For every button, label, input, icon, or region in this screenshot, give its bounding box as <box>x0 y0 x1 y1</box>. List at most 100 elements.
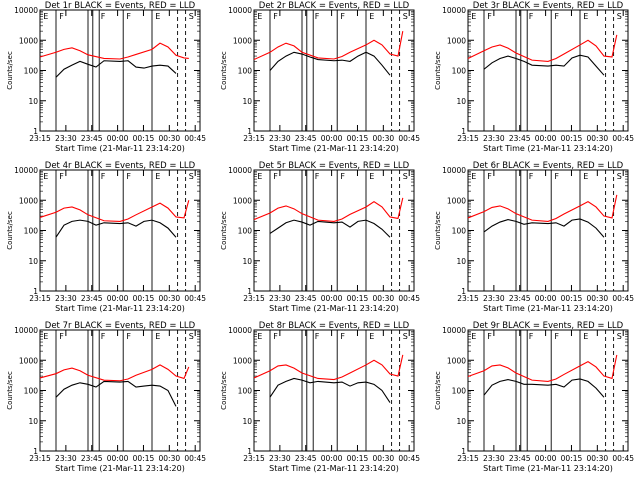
interval-marker: S <box>189 332 194 341</box>
lld-series-line <box>39 42 189 60</box>
x-tick-label: 00:45 <box>398 134 420 143</box>
interval-marker: F <box>101 332 106 341</box>
y-tick-label: 1 <box>461 287 466 296</box>
panel-title: Det 1r BLACK = Events, RED = LLD <box>45 1 196 11</box>
interval-marker: S <box>403 172 408 181</box>
x-tick-label: 00:15 <box>133 454 155 463</box>
x-tick-label: 23:45 <box>509 454 531 463</box>
events-series-line <box>269 51 391 76</box>
y-tick-label: 100 <box>24 67 39 76</box>
x-tick-label: 23:15 <box>29 134 51 143</box>
interval-marker: F <box>487 12 492 21</box>
y-tick-label: 1000 <box>19 356 38 365</box>
events-series-line <box>269 219 391 238</box>
y-axis-label: Counts/sec <box>6 51 14 90</box>
y-tick-label: 10000 <box>228 6 252 15</box>
interval-marker: F <box>529 332 534 341</box>
y-tick-label: 100 <box>24 387 39 396</box>
lld-series-line <box>253 197 404 222</box>
y-tick-label: 10 <box>28 417 38 426</box>
x-tick-label: 23:15 <box>457 454 479 463</box>
y-tick-label: 1000 <box>19 196 38 205</box>
x-tick-label: 00:00 <box>321 134 343 143</box>
x-tick-label: 00:15 <box>347 294 369 303</box>
x-axis-label: Start Time (21-Mar-11 23:14:20) <box>269 304 399 313</box>
interval-marker: F <box>273 12 278 21</box>
y-tick-label: 1000 <box>19 36 38 45</box>
y-tick-label: 1000 <box>233 196 252 205</box>
interval-marker: F <box>529 172 534 181</box>
x-tick-label: 00:30 <box>587 294 609 303</box>
y-tick-label: 10000 <box>442 326 466 335</box>
x-tick-label: 23:15 <box>29 294 51 303</box>
y-tick-label: 10000 <box>228 166 252 175</box>
interval-marker: S <box>189 172 194 181</box>
plot-frame <box>467 169 629 292</box>
interval-marker: F <box>315 332 320 341</box>
chart-panel-7: Det 7r BLACK = Events, RED = LLD 1 10 100 10… <box>6 321 206 473</box>
plot-frame <box>39 169 201 292</box>
panel-title: Det 3r BLACK = Events, RED = LLD <box>473 1 624 11</box>
x-tick-label: 23:45 <box>509 134 531 143</box>
x-tick-label: 00:00 <box>535 294 557 303</box>
x-axis-label: Start Time (21-Mar-11 23:14:20) <box>55 304 185 313</box>
y-tick-label: 100 <box>452 387 467 396</box>
y-axis-label: Counts/sec <box>220 51 228 90</box>
interval-marker: S <box>617 172 622 181</box>
x-tick-label: 23:45 <box>295 134 317 143</box>
x-axis-label: Start Time (21-Mar-11 23:14:20) <box>55 464 185 473</box>
x-tick-label: 00:30 <box>373 294 395 303</box>
panel-title: Det 5r BLACK = Events, RED = LLD <box>259 161 410 171</box>
plot-frame <box>39 329 201 452</box>
y-tick-label: 10 <box>456 417 466 426</box>
y-tick-label: 1000 <box>233 36 252 45</box>
y-tick-label: 10 <box>28 97 38 106</box>
plot-frame <box>467 329 629 452</box>
x-tick-label: 00:00 <box>535 454 557 463</box>
interval-marker: F <box>554 172 559 181</box>
y-tick-label: 1 <box>33 127 38 136</box>
x-tick-label: 00:45 <box>184 134 206 143</box>
interval-marker: E <box>155 12 160 21</box>
interval-marker: F <box>487 172 492 181</box>
interval-marker: S <box>189 12 194 21</box>
y-tick-label: 1 <box>247 447 252 456</box>
lld-series-line <box>467 194 618 222</box>
y-tick-label: 10000 <box>14 166 38 175</box>
y-axis-label: Counts/sec <box>434 211 442 250</box>
interval-marker: E <box>257 12 262 21</box>
interval-marker: F <box>126 332 131 341</box>
chart-panel-8: Det 8r BLACK = Events, RED = LLD 1 10 100 10… <box>220 321 420 473</box>
x-tick-label: 23:45 <box>81 454 103 463</box>
interval-marker: E <box>583 332 588 341</box>
x-tick-label: 23:45 <box>295 454 317 463</box>
y-tick-label: 1 <box>247 287 252 296</box>
x-tick-label: 23:15 <box>243 294 265 303</box>
y-tick-label: 1000 <box>447 196 466 205</box>
interval-marker: F <box>315 12 320 21</box>
y-axis-label: Counts/sec <box>6 371 14 410</box>
interval-marker: E <box>471 172 476 181</box>
y-tick-label: 100 <box>452 67 467 76</box>
interval-marker: S <box>617 332 622 341</box>
y-tick-label: 10000 <box>442 166 466 175</box>
y-axis-label: Counts/sec <box>220 211 228 250</box>
y-tick-label: 100 <box>452 227 467 236</box>
interval-marker: E <box>471 332 476 341</box>
plot-frame <box>39 9 201 132</box>
y-tick-label: 1000 <box>447 356 466 365</box>
x-tick-label: 23:15 <box>457 134 479 143</box>
x-tick-label: 23:30 <box>55 294 77 303</box>
x-tick-label: 00:15 <box>347 134 369 143</box>
interval-marker: F <box>273 332 278 341</box>
interval-marker: F <box>101 172 106 181</box>
interval-marker: F <box>554 12 559 21</box>
y-tick-label: 1 <box>247 127 252 136</box>
x-tick-label: 00:45 <box>398 454 420 463</box>
interval-marker: F <box>340 332 345 341</box>
x-tick-label: 00:00 <box>321 454 343 463</box>
events-series-line <box>483 378 605 398</box>
interval-marker: S <box>403 12 408 21</box>
y-tick-label: 10000 <box>228 326 252 335</box>
